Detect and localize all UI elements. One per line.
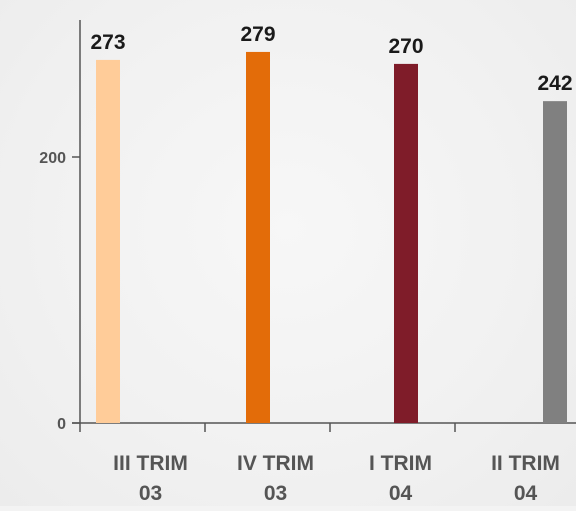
data-label: 270 bbox=[388, 35, 423, 58]
bar bbox=[394, 63, 418, 424]
x-category-label: 04 bbox=[514, 482, 538, 505]
bar bbox=[96, 59, 120, 423]
y-tick-label: 0 bbox=[57, 416, 66, 433]
data-label: 242 bbox=[537, 72, 572, 95]
x-category-label: III TRIM bbox=[113, 452, 188, 475]
x-category-label: I TRIM bbox=[369, 452, 432, 475]
data-label: 273 bbox=[90, 31, 125, 54]
x-category-label: 04 bbox=[389, 482, 413, 505]
y-tick-label: 200 bbox=[39, 150, 66, 167]
labels: 0 200 273 III TRIM 03 279 IV TRIM 03 270 I TRIM 04… bbox=[39, 23, 572, 505]
x-category-label: 03 bbox=[264, 482, 287, 505]
axes bbox=[72, 20, 576, 432]
x-category-label: IV TRIM bbox=[237, 452, 314, 475]
x-category-label: 03 bbox=[139, 482, 162, 505]
bar bbox=[246, 51, 270, 424]
x-category-label: II TRIM bbox=[491, 452, 560, 475]
data-label: 279 bbox=[240, 23, 275, 46]
bars bbox=[96, 51, 567, 424]
bar bbox=[543, 101, 567, 423]
